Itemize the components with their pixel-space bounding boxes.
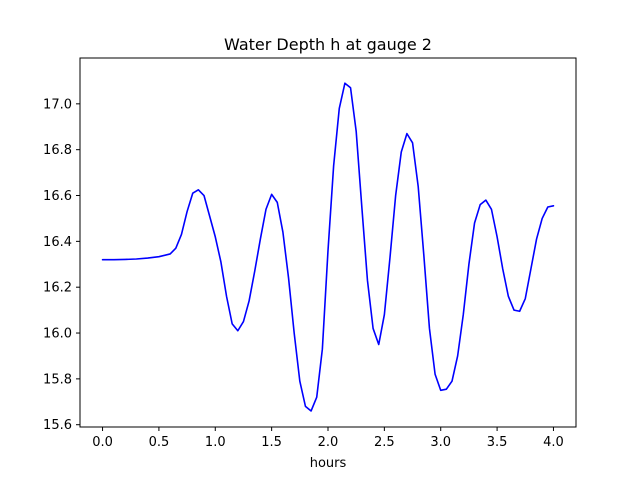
series-layer: [101, 82, 555, 412]
y-tick-label: 17.0: [43, 97, 72, 112]
x-tick-label: 2.5: [374, 435, 395, 450]
x-tick-label: 3.0: [430, 435, 451, 450]
y-tick-label: 16.6: [43, 189, 72, 204]
x-axis-label: hours: [310, 456, 347, 471]
x-tick-label: 3.5: [487, 435, 508, 450]
series-line-0: [101, 82, 555, 412]
y-tick-label: 16.0: [43, 327, 72, 342]
y-tick-label: 16.8: [43, 143, 72, 158]
x-tick-label: 1.0: [205, 435, 226, 450]
chart-title: Water Depth h at gauge 2: [224, 35, 432, 54]
x-tick-label: 4.0: [543, 435, 564, 450]
x-tick-label: 2.0: [318, 435, 339, 450]
y-tick-label: 16.4: [43, 235, 72, 250]
x-tick-label: 0.5: [149, 435, 170, 450]
y-axis: 15.6 15.8 16.0 16.2 16.4 16.6 16.8 17.0: [43, 97, 80, 433]
x-tick-label: 0.0: [92, 435, 113, 450]
y-tick-label: 16.2: [43, 281, 72, 296]
y-tick-label: 15.6: [43, 418, 72, 433]
y-tick-label: 15.8: [43, 372, 72, 387]
x-tick-label: 1.5: [261, 435, 282, 450]
x-axis: 0.0 0.5 1.0 1.5 2.0 2.5 3.0 3.5 4.0: [92, 427, 564, 450]
